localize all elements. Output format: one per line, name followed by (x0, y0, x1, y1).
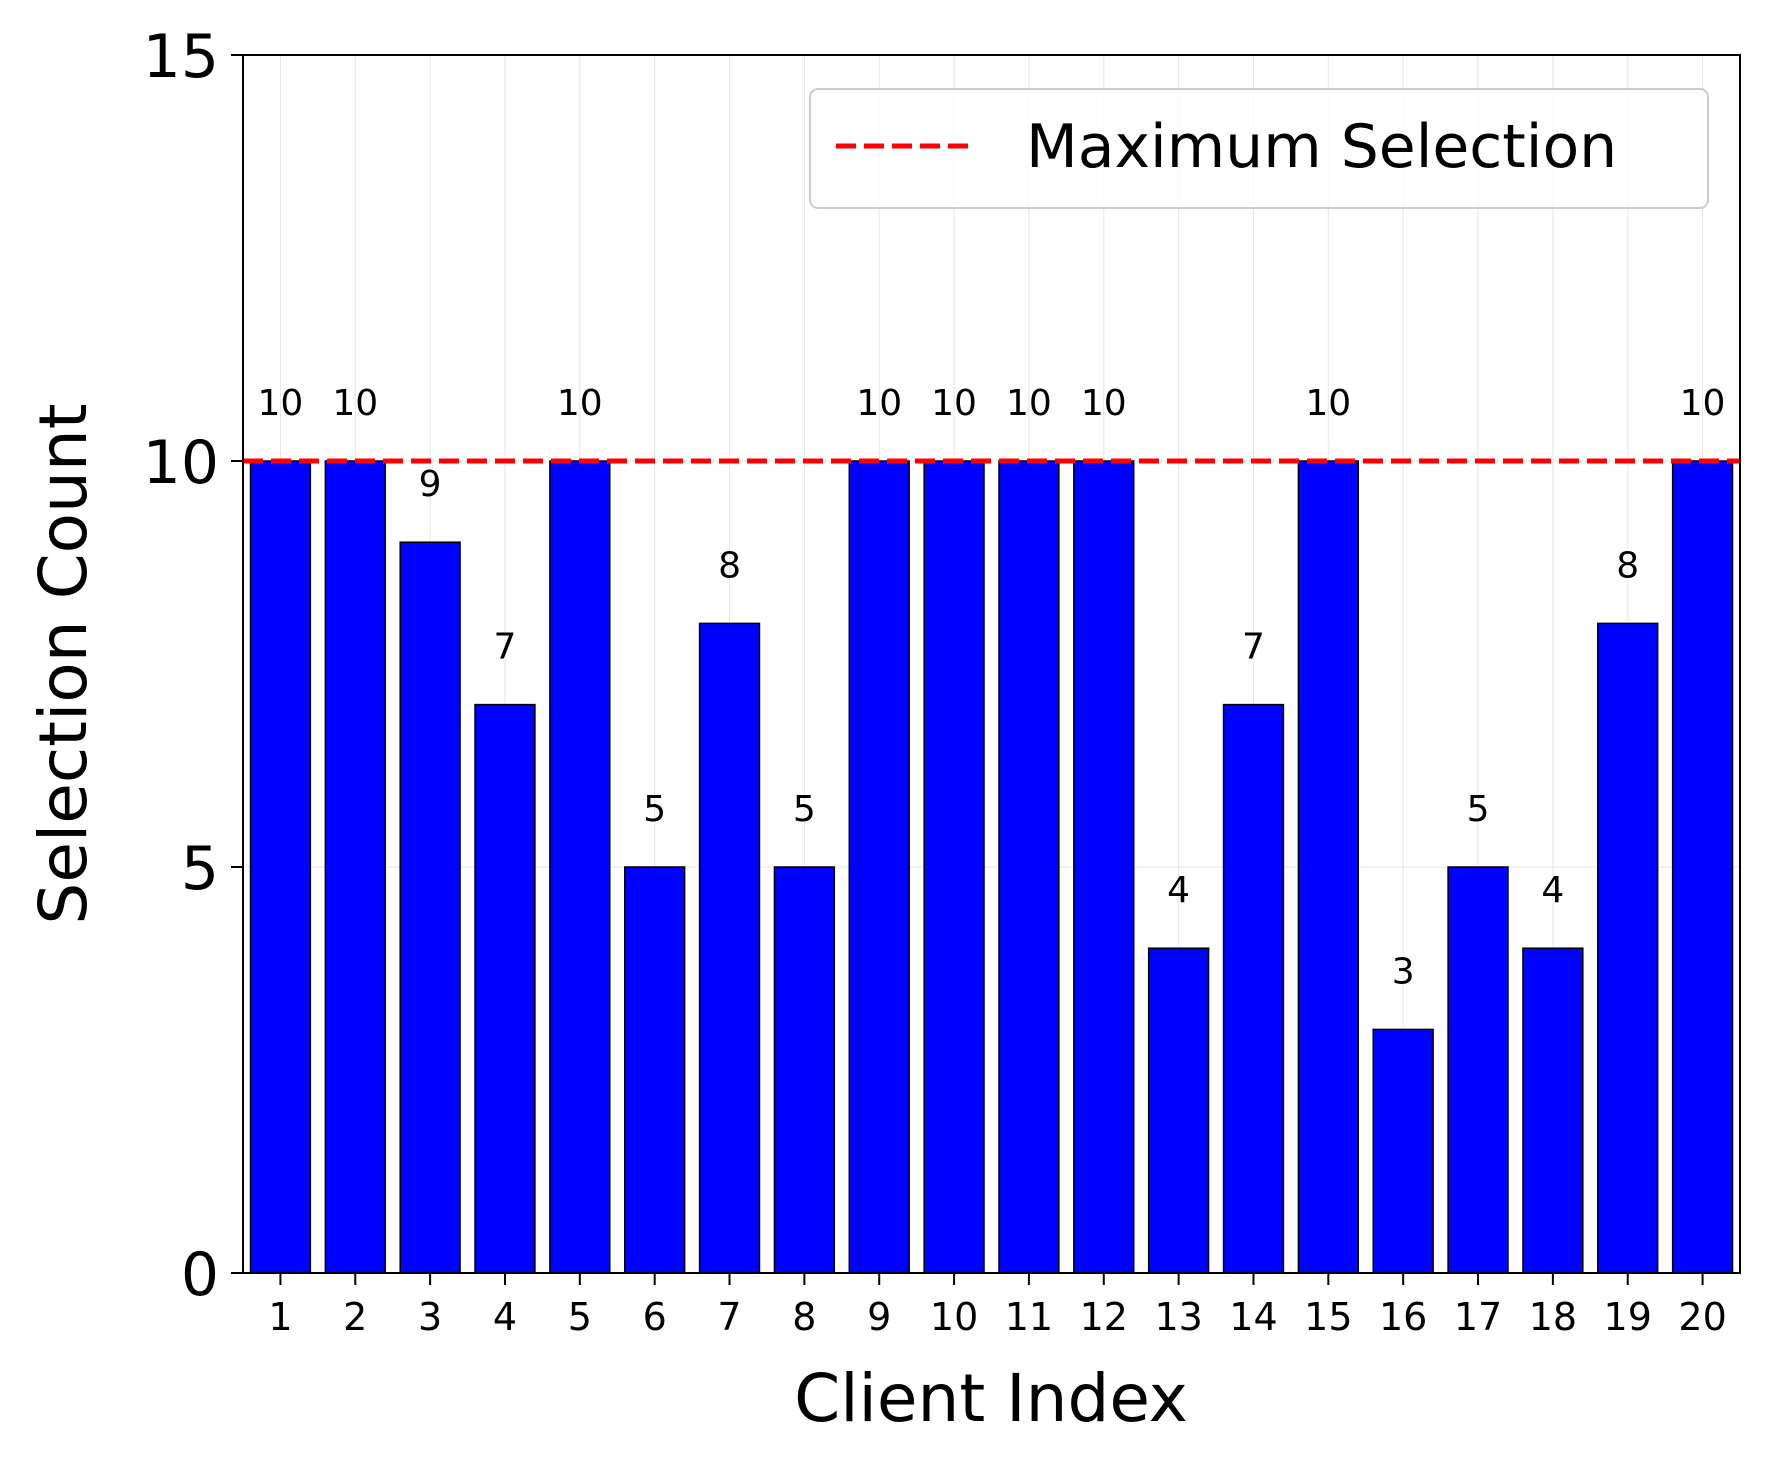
bar (1447, 866, 1509, 1274)
bar (773, 866, 836, 1274)
bar-value-label: 9 (419, 464, 442, 505)
x-tick-label: 1 (268, 1295, 292, 1339)
bar-value-label: 4 (1541, 870, 1564, 911)
x-tick-label: 9 (867, 1295, 891, 1339)
bar (1147, 947, 1210, 1274)
bar (474, 703, 536, 1274)
bar-value-label: 4 (1167, 870, 1190, 911)
bar-value-label: 7 (1242, 627, 1265, 668)
plot-frame (242, 54, 1741, 1274)
legend-entry-maximum-selection: Maximum Selection (1026, 112, 1617, 182)
bar-value-label: 8 (718, 545, 741, 586)
x-tick-label: 7 (717, 1295, 741, 1339)
bars-layer (249, 460, 1734, 1274)
bar-value-label: 7 (494, 627, 517, 668)
bar (998, 460, 1060, 1274)
x-tick-label: 17 (1454, 1295, 1502, 1339)
bar (1597, 622, 1659, 1274)
legend: Maximum Selection (809, 88, 1709, 209)
bar-value-label: 5 (793, 789, 816, 830)
bar-value-label: 10 (931, 383, 977, 424)
bar-value-label: 10 (1081, 383, 1127, 424)
bar (1671, 460, 1734, 1274)
legend-box (809, 88, 1709, 209)
bar (623, 866, 686, 1274)
bar (923, 460, 985, 1274)
bar-value-label: 5 (1467, 789, 1490, 830)
bar-value-label: 10 (557, 383, 603, 424)
bar-value-label: 10 (1305, 383, 1351, 424)
x-tick-label: 5 (568, 1295, 592, 1339)
x-tick-label: 6 (643, 1295, 667, 1339)
bar-value-label: 5 (643, 789, 666, 830)
y-tick-label: 15 (143, 22, 219, 92)
x-tick-label: 10 (930, 1295, 978, 1339)
bar (324, 460, 386, 1274)
x-tick-label: 8 (792, 1295, 816, 1339)
bar (1297, 460, 1360, 1274)
x-tick-label: 20 (1678, 1295, 1726, 1339)
x-tick-label: 19 (1604, 1295, 1652, 1339)
y-tick-label: 5 (181, 834, 219, 904)
bar-value-label: 10 (856, 383, 902, 424)
y-tick-label: 0 (181, 1240, 219, 1310)
y-tick-label: 10 (143, 428, 219, 498)
bar (698, 622, 761, 1274)
bar (249, 460, 312, 1274)
x-tick-label: 2 (343, 1295, 367, 1339)
x-tick-label: 14 (1229, 1295, 1277, 1339)
x-tick-label: 18 (1529, 1295, 1577, 1339)
bar (1222, 703, 1285, 1274)
bar-value-label: 3 (1392, 951, 1415, 992)
value-labels-layer: 10 10 9 7 10 5 8 5 10 10 10 10 4 7 10 3 5 4 8 10 (258, 383, 1726, 992)
bar (1522, 947, 1584, 1274)
bar (549, 460, 611, 1274)
bar-value-label: 8 (1616, 545, 1639, 586)
bar-value-label: 10 (332, 383, 378, 424)
bar (1372, 1028, 1434, 1274)
bar-value-label: 10 (1006, 383, 1052, 424)
x-tick-label: 13 (1154, 1295, 1202, 1339)
y-axis-label: Selection Count (25, 403, 102, 924)
bar (848, 460, 910, 1274)
bar (1073, 460, 1135, 1274)
x-tick-label: 12 (1080, 1295, 1128, 1339)
bar (399, 541, 461, 1274)
x-tick-label: 11 (1005, 1295, 1053, 1339)
bar-value-label: 10 (258, 383, 304, 424)
x-tick-label: 16 (1379, 1295, 1427, 1339)
x-tick-label: 15 (1304, 1295, 1352, 1339)
x-tick-label: 3 (418, 1295, 442, 1339)
bar-value-label: 10 (1680, 383, 1726, 424)
x-tick-label: 4 (493, 1295, 517, 1339)
x-axis-label: Client Index (794, 1360, 1188, 1437)
